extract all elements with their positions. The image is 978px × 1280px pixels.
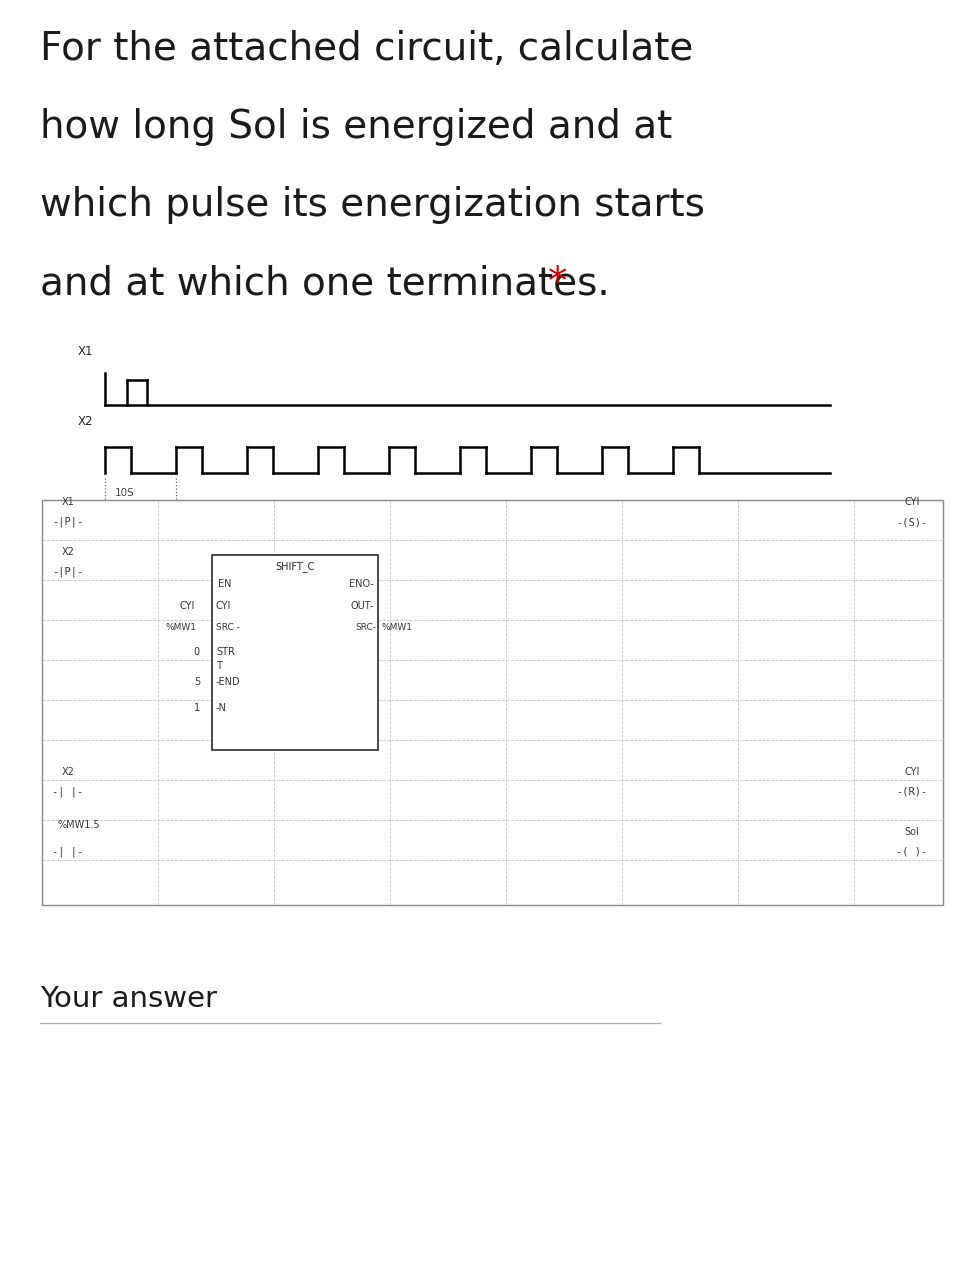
Text: *: * — [548, 264, 567, 302]
Text: 5: 5 — [194, 677, 200, 687]
Text: CYI: CYI — [216, 602, 231, 611]
Text: and at which one terminates.: and at which one terminates. — [40, 264, 609, 302]
Text: ENO-: ENO- — [349, 579, 374, 589]
Text: STR: STR — [216, 646, 235, 657]
Text: -END: -END — [216, 677, 241, 687]
Text: %MW1: %MW1 — [381, 623, 413, 632]
Text: SRC -: SRC - — [216, 623, 240, 632]
Text: -N: -N — [216, 703, 227, 713]
Text: CYI: CYI — [904, 767, 918, 777]
Text: -| |-: -| |- — [52, 787, 83, 797]
Text: 10S: 10S — [114, 488, 135, 498]
Text: SHIFT_C: SHIFT_C — [275, 561, 314, 572]
Text: X2: X2 — [62, 767, 74, 777]
Text: -| |-: -| |- — [52, 847, 83, 858]
Text: -(S)-: -(S)- — [896, 517, 927, 527]
Text: T: T — [216, 660, 222, 671]
Text: X1: X1 — [62, 497, 74, 507]
Text: 0: 0 — [194, 646, 200, 657]
Text: X2: X2 — [78, 415, 94, 428]
Bar — [42, 500, 942, 905]
Text: -|P|-: -|P|- — [52, 567, 83, 577]
Text: OUT-: OUT- — [350, 602, 374, 611]
Text: 1: 1 — [194, 703, 200, 713]
Text: SRC-: SRC- — [355, 623, 376, 632]
Text: -( )-: -( )- — [896, 847, 927, 858]
Text: Your answer: Your answer — [40, 986, 217, 1012]
Text: Sol: Sol — [904, 827, 918, 837]
Text: -|P|-: -|P|- — [52, 517, 83, 527]
Text: X2: X2 — [62, 547, 74, 557]
Text: EN: EN — [218, 579, 231, 589]
Text: which pulse its energization starts: which pulse its energization starts — [40, 186, 704, 224]
Text: -(R)-: -(R)- — [896, 787, 927, 797]
Text: %MW1.5: %MW1.5 — [57, 820, 100, 829]
Text: CYI: CYI — [180, 602, 196, 611]
Text: CYI: CYI — [904, 497, 918, 507]
Text: For the attached circuit, calculate: For the attached circuit, calculate — [40, 29, 692, 68]
Text: X1: X1 — [78, 346, 94, 358]
Text: how long Sol is energized and at: how long Sol is energized and at — [40, 108, 672, 146]
Bar — [212, 556, 378, 750]
Text: %MW1: %MW1 — [166, 623, 197, 632]
